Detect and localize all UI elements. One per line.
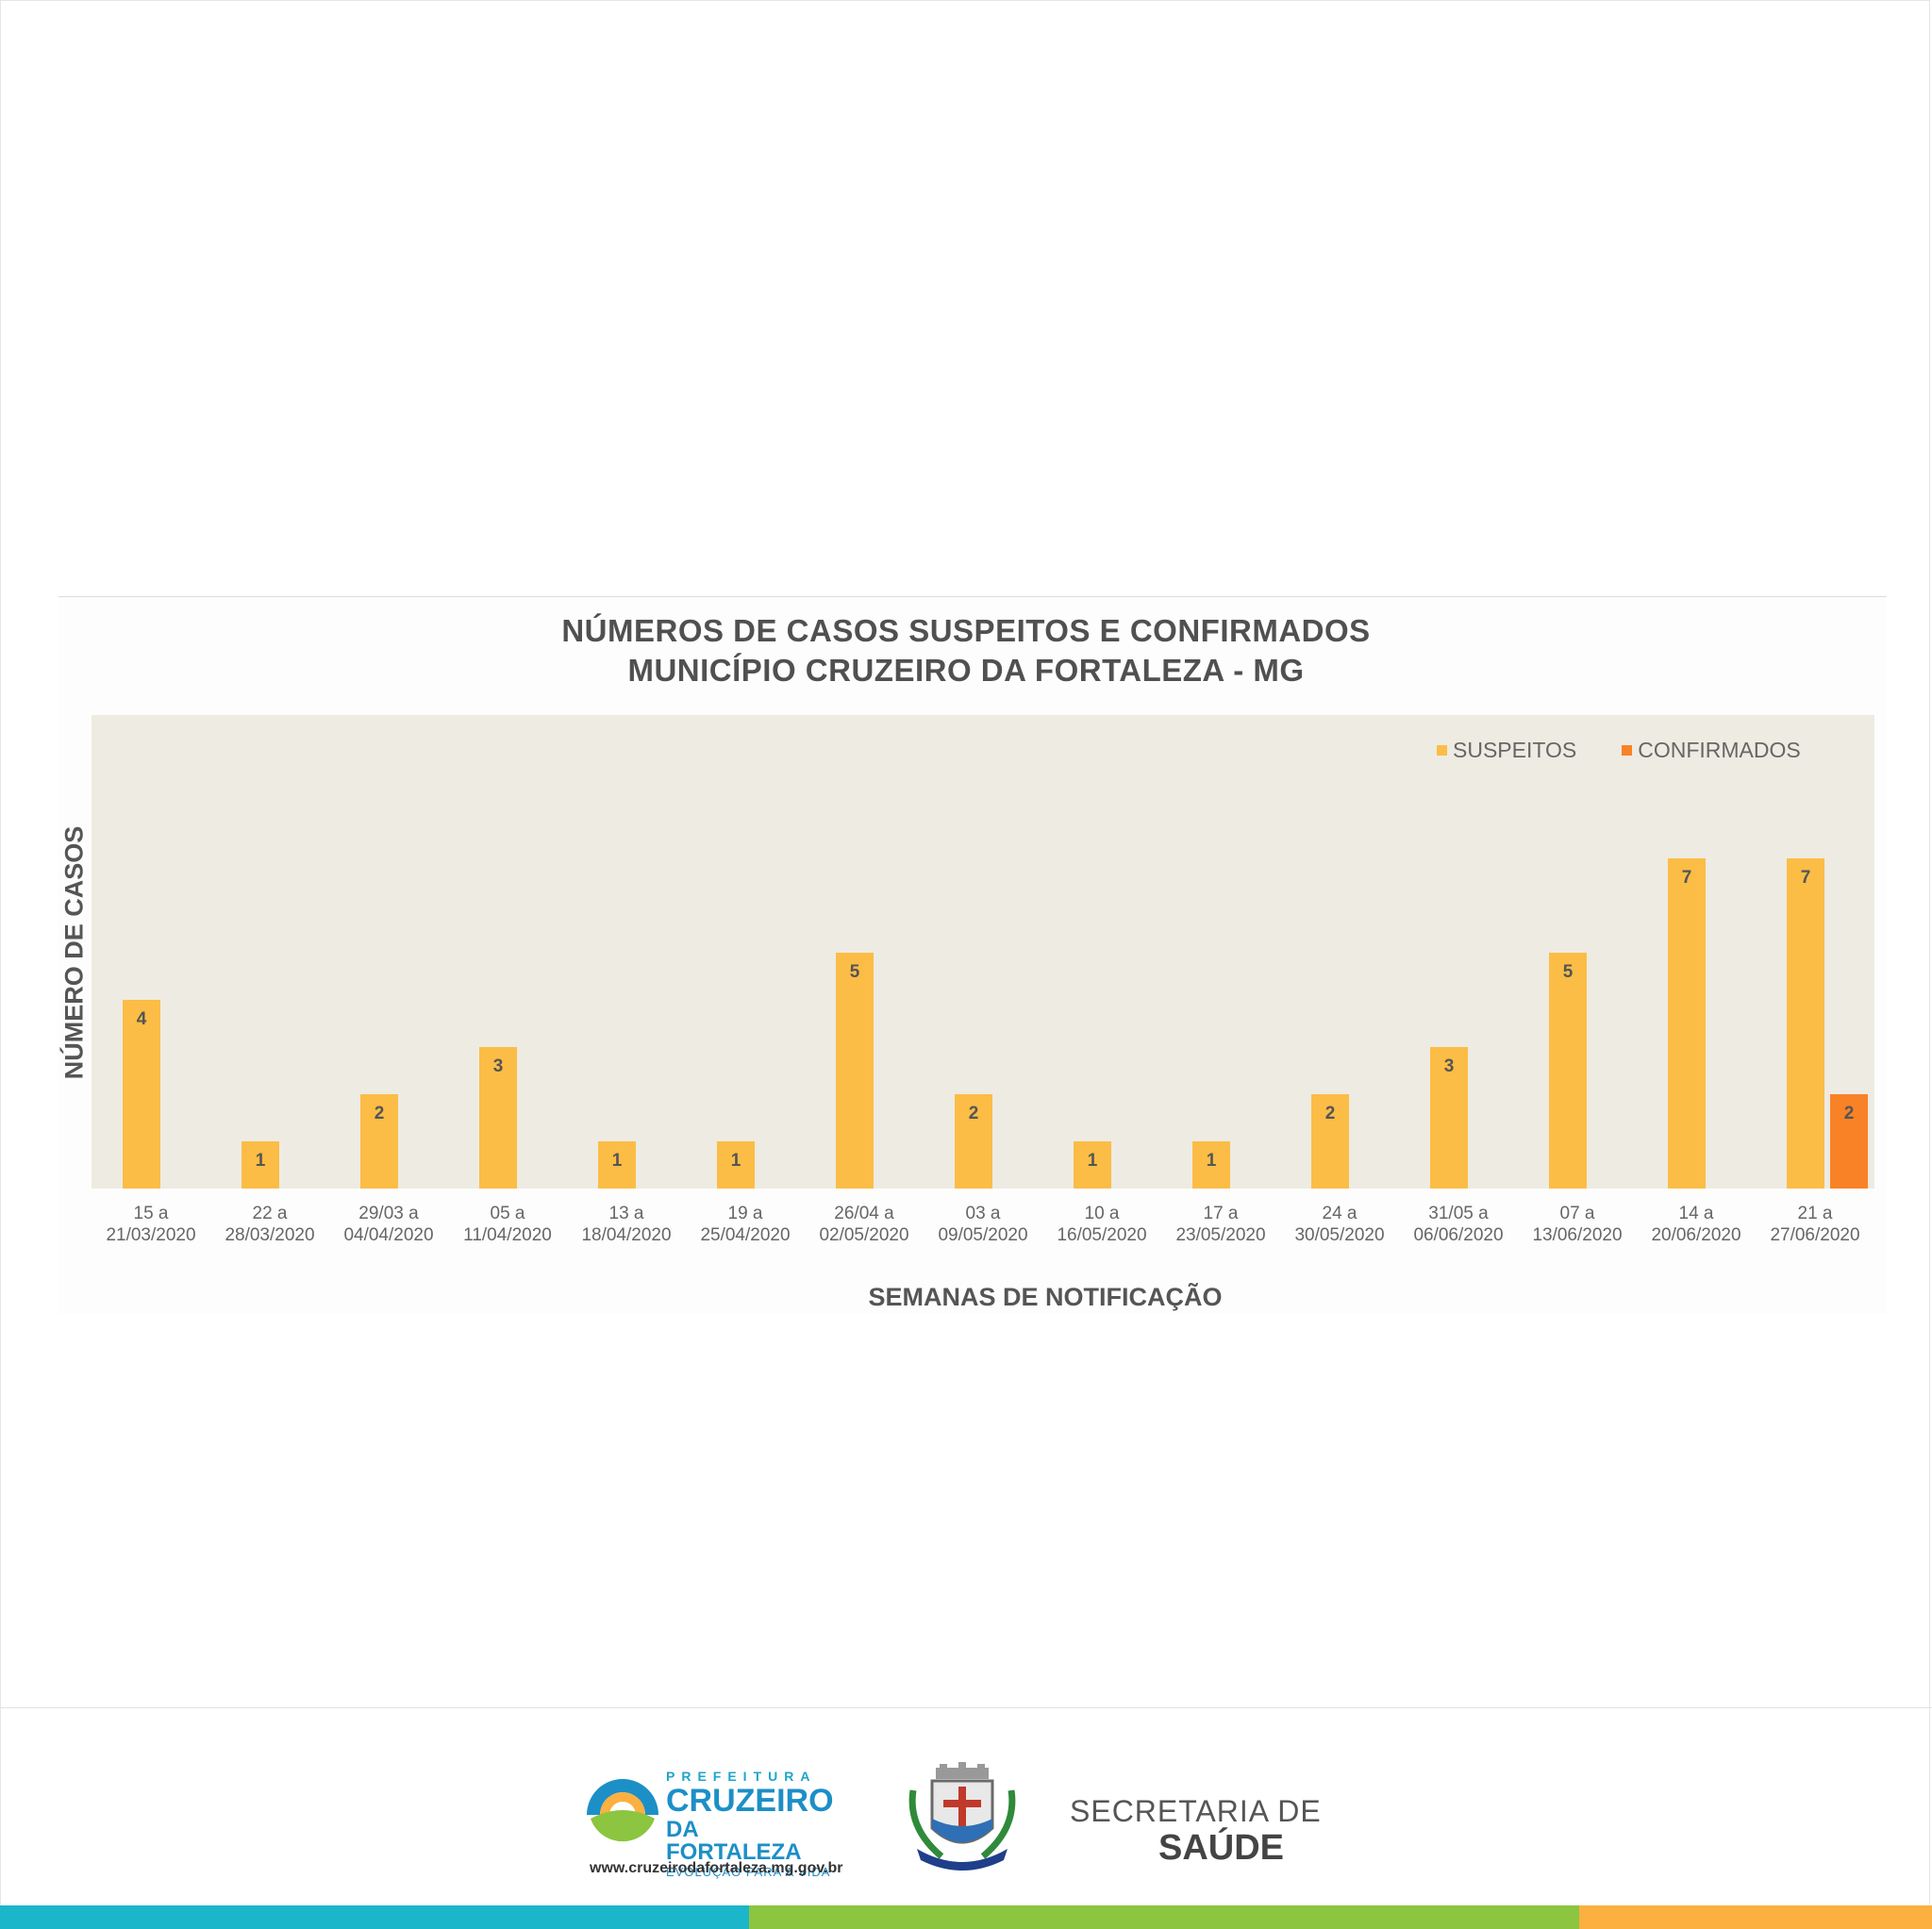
website-url: www.cruzeirodafortaleza.mg.gov.br (590, 1860, 843, 1876)
legend-item-suspeitos: SUSPEITOS (1437, 738, 1576, 763)
bar-suspeitos (717, 1141, 755, 1189)
legend-item-confirmados: CONFIRMADOS (1622, 738, 1801, 763)
x-tick-label: 21 a 27/06/2020 (1770, 1204, 1859, 1245)
x-tick-label: 07 a 13/06/2020 (1532, 1204, 1622, 1245)
x-tick-label: 05 a 11/04/2020 (463, 1204, 552, 1245)
x-tick-label: 31/05 a 06/06/2020 (1413, 1204, 1503, 1245)
bar-suspeitos (1668, 858, 1706, 1189)
saude-label: SAÚDE (1158, 1828, 1285, 1868)
x-tick-label: 26/04 a 02/05/2020 (819, 1204, 908, 1245)
bar-confirmados (1830, 1094, 1868, 1189)
data-label-suspeitos: 2 (1325, 1104, 1336, 1123)
logo-cruzeiro-text: CRUZEIRO (666, 1783, 834, 1819)
data-label-suspeitos: 7 (1801, 868, 1811, 888)
data-label-suspeitos: 3 (493, 1056, 504, 1076)
bar-suspeitos (836, 953, 874, 1189)
data-label-suspeitos: 4 (137, 1009, 147, 1029)
municipal-crest-icon (908, 1762, 1016, 1871)
bar-suspeitos (479, 1047, 517, 1189)
x-tick-label: 24 a 30/05/2020 (1294, 1204, 1384, 1245)
data-label-suspeitos: 1 (1088, 1151, 1098, 1171)
legend: SUSPEITOS CONFIRMADOS (1437, 738, 1801, 763)
x-tick-label: 19 a 25/04/2020 (700, 1204, 790, 1245)
x-tick-label: 15 a 21/03/2020 (106, 1204, 195, 1245)
data-label-suspeitos: 1 (731, 1151, 741, 1171)
bar-suspeitos (242, 1141, 279, 1189)
bar-suspeitos (360, 1094, 398, 1189)
footer-color-strip (0, 1905, 1932, 1929)
x-tick-label: 14 a 20/06/2020 (1651, 1204, 1740, 1245)
bar-suspeitos (1311, 1094, 1349, 1189)
chart-title-line2: MUNICÍPIO CRUZEIRO DA FORTALEZA - MG (627, 653, 1305, 688)
data-label-suspeitos: 1 (256, 1151, 266, 1171)
logo-prefeitura-text: PREFEITURA (666, 1769, 817, 1784)
footer-separator (0, 1707, 1932, 1708)
footer-strip-cyan (0, 1905, 749, 1929)
data-label-suspeitos: 2 (969, 1104, 979, 1123)
x-tick-label: 17 a 23/05/2020 (1175, 1204, 1265, 1245)
legend-swatch-suspeitos (1437, 745, 1447, 756)
data-label-suspeitos: 1 (612, 1151, 623, 1171)
bar-suspeitos (1192, 1141, 1230, 1189)
bar-chart: 15 a 21/03/2020 4 22 a 28/03/2020 1 29/03 a 04/… (106, 858, 1868, 1245)
x-tick-label: 29/03 a 04/04/2020 (343, 1204, 433, 1245)
prefeitura-logo: PREFEITURA CRUZEIRO DA FORTALEZA EVOLUÇÃ… (583, 1769, 838, 1878)
bar-suspeitos (1074, 1141, 1111, 1189)
footer-strip-orange (1579, 1905, 1932, 1929)
bar-suspeitos (1549, 953, 1587, 1189)
bar-suspeitos (1787, 858, 1824, 1189)
y-axis-label: NÚMERO DE CASOS (59, 825, 89, 1080)
data-label-suspeitos: 5 (1563, 962, 1574, 982)
bar-suspeitos (598, 1141, 636, 1189)
bar-suspeitos (955, 1094, 992, 1189)
chart-title-line1: NÚMEROS DE CASOS SUSPEITOS E CONFIRMADOS (561, 613, 1371, 648)
data-label-confirmados: 2 (1844, 1104, 1855, 1123)
logo-fortaleza-text: DA FORTALEZA (666, 1817, 802, 1865)
secretaria-label: SECRETARIA DE (1070, 1794, 1322, 1828)
x-tick-label: 13 a 18/04/2020 (581, 1204, 671, 1245)
x-tick-label: 10 a 16/05/2020 (1057, 1204, 1146, 1245)
data-label-suspeitos: 2 (375, 1104, 385, 1123)
logo-slogan-text: EVOLUÇÃO PARA A VIDA (666, 1865, 831, 1879)
footer-strip-green (749, 1905, 1579, 1929)
x-tick-label: 03 a 09/05/2020 (938, 1204, 1027, 1245)
data-label-suspeitos: 3 (1444, 1056, 1455, 1076)
legend-label-confirmados: CONFIRMADOS (1638, 738, 1801, 762)
bar-suspeitos (1430, 1047, 1468, 1189)
x-tick-label: 22 a 28/03/2020 (225, 1204, 314, 1245)
data-label-suspeitos: 1 (1207, 1151, 1217, 1171)
bar-suspeitos (123, 1000, 160, 1189)
legend-swatch-confirmados (1622, 745, 1633, 756)
x-axis-label: SEMANAS DE NOTIFICAÇÃO (868, 1283, 1223, 1311)
legend-label-suspeitos: SUSPEITOS (1453, 738, 1577, 762)
data-label-suspeitos: 5 (850, 962, 860, 982)
prefeitura-logo-icon (587, 1779, 658, 1842)
data-label-suspeitos: 7 (1682, 868, 1692, 888)
